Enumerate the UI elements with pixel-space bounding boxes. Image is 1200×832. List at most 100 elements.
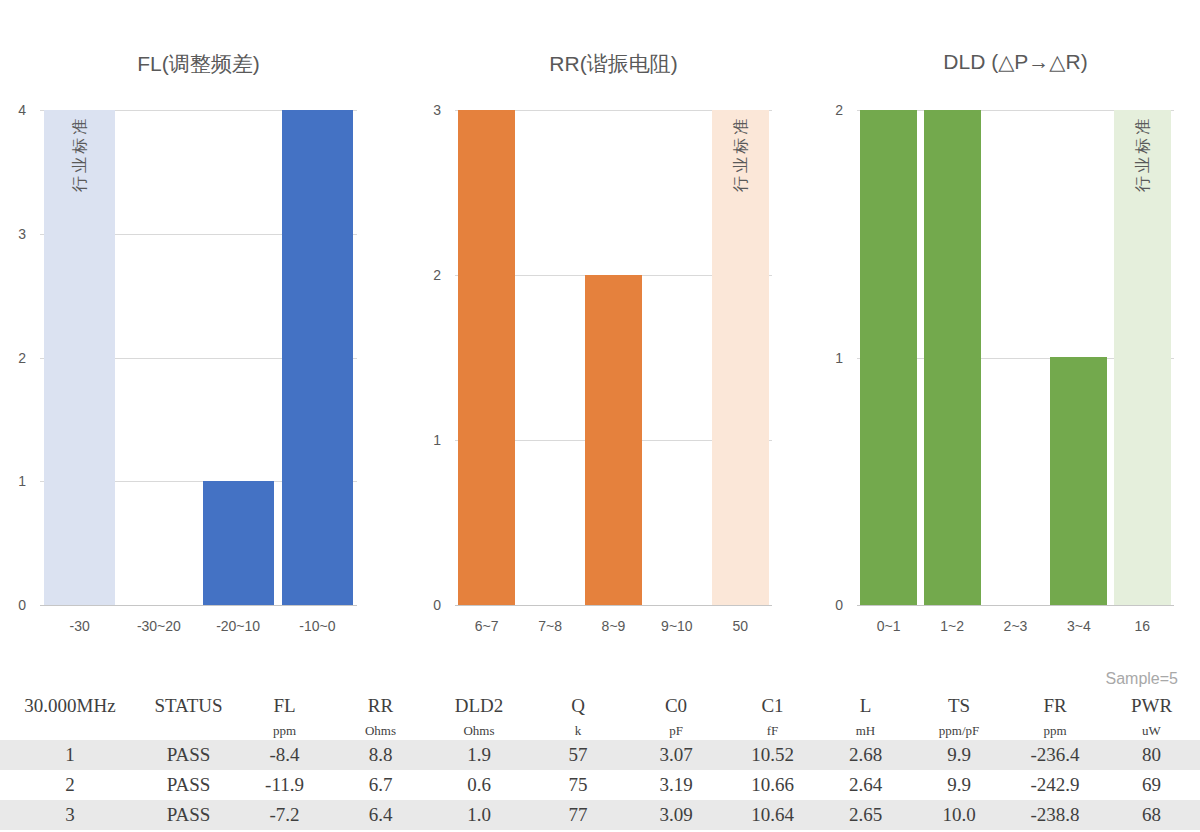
y-tick-label: 1 <box>399 431 441 449</box>
y-tick-label: 3 <box>399 101 441 119</box>
table-cell: PASS <box>140 774 237 796</box>
table-cell: 3.07 <box>627 744 725 766</box>
table-cell: k <box>529 723 627 739</box>
table-cell: 75 <box>529 774 627 796</box>
table-cell: 68 <box>1103 804 1200 826</box>
table-cell: -242.9 <box>1007 774 1103 796</box>
plot-area: 行业标准 <box>40 110 357 606</box>
table-cell: Q <box>529 695 627 717</box>
y-tick-label: 0 <box>0 596 26 614</box>
chart-fl: FL(调整频差)行业标准01234-30-30~20-20~10-10~0 <box>40 110 357 605</box>
table-cell: PWR <box>1103 695 1200 717</box>
chart-title: FL(调整频差) <box>0 50 397 78</box>
table-cell: TS <box>911 695 1007 717</box>
table-cell: Ohms <box>332 723 429 739</box>
x-category-label: 50 <box>699 618 782 634</box>
table-cell: 10.0 <box>911 804 1007 826</box>
industry-standard-band: 行业标准 <box>712 110 769 605</box>
y-tick-label: 3 <box>0 225 26 243</box>
table-cell: 6.4 <box>332 804 429 826</box>
chart-dld: DLD (△P→△R)行业标准0120~11~22~33~416 <box>857 110 1174 605</box>
table-cell: 1.9 <box>429 744 529 766</box>
y-tick-label: 0 <box>801 596 843 614</box>
y-tick-label: 2 <box>801 101 843 119</box>
sample-count-label: Sample=5 <box>1106 670 1179 688</box>
table-cell: 3 <box>0 804 140 826</box>
table-cell: PASS <box>140 744 237 766</box>
table-cell: 6.7 <box>332 774 429 796</box>
bar <box>1050 357 1107 605</box>
chart-title: RR(谐振电阻) <box>415 50 812 78</box>
industry-standard-label: 行业标准 <box>1132 116 1153 192</box>
table-cell: mH <box>820 723 911 739</box>
table-cell: ppm <box>237 723 332 739</box>
table-units-row: ppmOhmsOhmskpFfFmHppm/pFppmuW <box>0 722 1200 740</box>
y-tick-label: 0 <box>399 596 441 614</box>
table-cell: DLD2 <box>429 695 529 717</box>
table-cell: -7.2 <box>237 804 332 826</box>
table-cell: ppm <box>1007 723 1103 739</box>
table-cell: -236.4 <box>1007 744 1103 766</box>
bar <box>282 110 353 605</box>
bar <box>458 110 515 605</box>
table-cell: uW <box>1103 723 1200 739</box>
x-category-label: -10~0 <box>268 618 367 634</box>
table-cell: 2.68 <box>820 744 911 766</box>
industry-standard-label: 行业标准 <box>69 116 90 192</box>
industry-standard-band: 行业标准 <box>44 110 115 605</box>
table-cell: 2.64 <box>820 774 911 796</box>
table-cell: 10.66 <box>725 774 820 796</box>
table-cell: pF <box>627 723 725 739</box>
industry-standard-band: 行业标准 <box>1114 110 1171 605</box>
table-cell: C1 <box>725 695 820 717</box>
y-tick-label: 2 <box>399 266 441 284</box>
plot-area: 行业标准 <box>857 110 1174 606</box>
bar <box>203 481 274 605</box>
table-cell: 9.9 <box>911 774 1007 796</box>
y-tick-label: 1 <box>801 349 843 367</box>
table-cell: RR <box>332 695 429 717</box>
table-cell: 10.52 <box>725 744 820 766</box>
table-cell: FL <box>237 695 332 717</box>
table-cell: L <box>820 695 911 717</box>
bar <box>860 110 917 605</box>
bar <box>924 110 981 605</box>
table-cell: 10.64 <box>725 804 820 826</box>
table-cell: 0.6 <box>429 774 529 796</box>
table-cell: -11.9 <box>237 774 332 796</box>
table-cell: 9.9 <box>911 744 1007 766</box>
y-tick-label: 2 <box>0 349 26 367</box>
chart-title: DLD (△P→△R) <box>817 50 1200 74</box>
y-tick-label: 1 <box>0 472 26 490</box>
table-cell: FR <box>1007 695 1103 717</box>
table-cell: 2.65 <box>820 804 911 826</box>
table-cell: 8.8 <box>332 744 429 766</box>
table-row: 1PASS-8.48.81.9573.0710.522.689.9-236.48… <box>0 740 1200 770</box>
table-cell: -8.4 <box>237 744 332 766</box>
test-report-page: Sample=5 FL(调整频差)行业标准01234-30-30~20-20~1… <box>0 0 1200 832</box>
table-cell: 1.0 <box>429 804 529 826</box>
bar <box>585 275 642 605</box>
plot-area: 行业标准 <box>455 110 772 606</box>
x-category-label: 16 <box>1101 618 1184 634</box>
table-cell: 77 <box>529 804 627 826</box>
table-cell: 3.09 <box>627 804 725 826</box>
table-header-row: 30.000MHzSTATUSFLRRDLD2QC0C1LTSFRPWR <box>0 690 1200 722</box>
y-tick-label: 4 <box>0 101 26 119</box>
table-row: 3PASS-7.26.41.0773.0910.642.6510.0-238.8… <box>0 800 1200 830</box>
table-row: 2PASS-11.96.70.6753.1910.662.649.9-242.9… <box>0 770 1200 800</box>
table-cell: 69 <box>1103 774 1200 796</box>
table-cell: 80 <box>1103 744 1200 766</box>
table-cell: fF <box>725 723 820 739</box>
table-cell: PASS <box>140 804 237 826</box>
table-cell: 2 <box>0 774 140 796</box>
table-cell: -238.8 <box>1007 804 1103 826</box>
table-cell: Ohms <box>429 723 529 739</box>
industry-standard-label: 行业标准 <box>730 116 751 192</box>
chart-rr: RR(谐振电阻)行业标准01236~77~88~99~1050 <box>455 110 772 605</box>
table-cell: STATUS <box>140 695 237 717</box>
table-cell: 30.000MHz <box>0 695 140 717</box>
table-cell: 57 <box>529 744 627 766</box>
table-cell: 3.19 <box>627 774 725 796</box>
table-cell: ppm/pF <box>911 723 1007 739</box>
